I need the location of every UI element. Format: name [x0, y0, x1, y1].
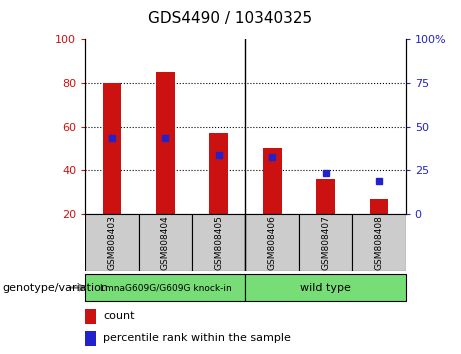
Text: GSM808407: GSM808407: [321, 215, 330, 270]
Text: count: count: [103, 312, 135, 321]
Bar: [245, 214, 299, 271]
Bar: [316, 179, 335, 214]
Bar: [299, 214, 352, 271]
Bar: [85, 309, 96, 324]
Text: GSM808403: GSM808403: [107, 215, 117, 270]
Text: GDS4490 / 10340325: GDS4490 / 10340325: [148, 11, 313, 25]
Text: genotype/variation: genotype/variation: [2, 282, 108, 293]
Text: GSM808408: GSM808408: [374, 215, 384, 270]
Bar: [263, 148, 282, 214]
Text: percentile rank within the sample: percentile rank within the sample: [103, 333, 291, 343]
Text: LmnaG609G/G609G knock-in: LmnaG609G/G609G knock-in: [100, 283, 231, 292]
Bar: [192, 214, 245, 271]
Bar: [85, 274, 245, 301]
Bar: [352, 214, 406, 271]
Bar: [85, 214, 139, 271]
Bar: [245, 274, 406, 301]
Text: GSM808406: GSM808406: [268, 215, 277, 270]
Text: wild type: wild type: [300, 282, 351, 293]
Bar: [370, 199, 388, 214]
Text: GSM808405: GSM808405: [214, 215, 223, 270]
Bar: [103, 83, 121, 214]
Bar: [139, 214, 192, 271]
Bar: [85, 331, 96, 346]
Bar: [156, 72, 175, 214]
Text: GSM808404: GSM808404: [161, 215, 170, 270]
Bar: [209, 133, 228, 214]
